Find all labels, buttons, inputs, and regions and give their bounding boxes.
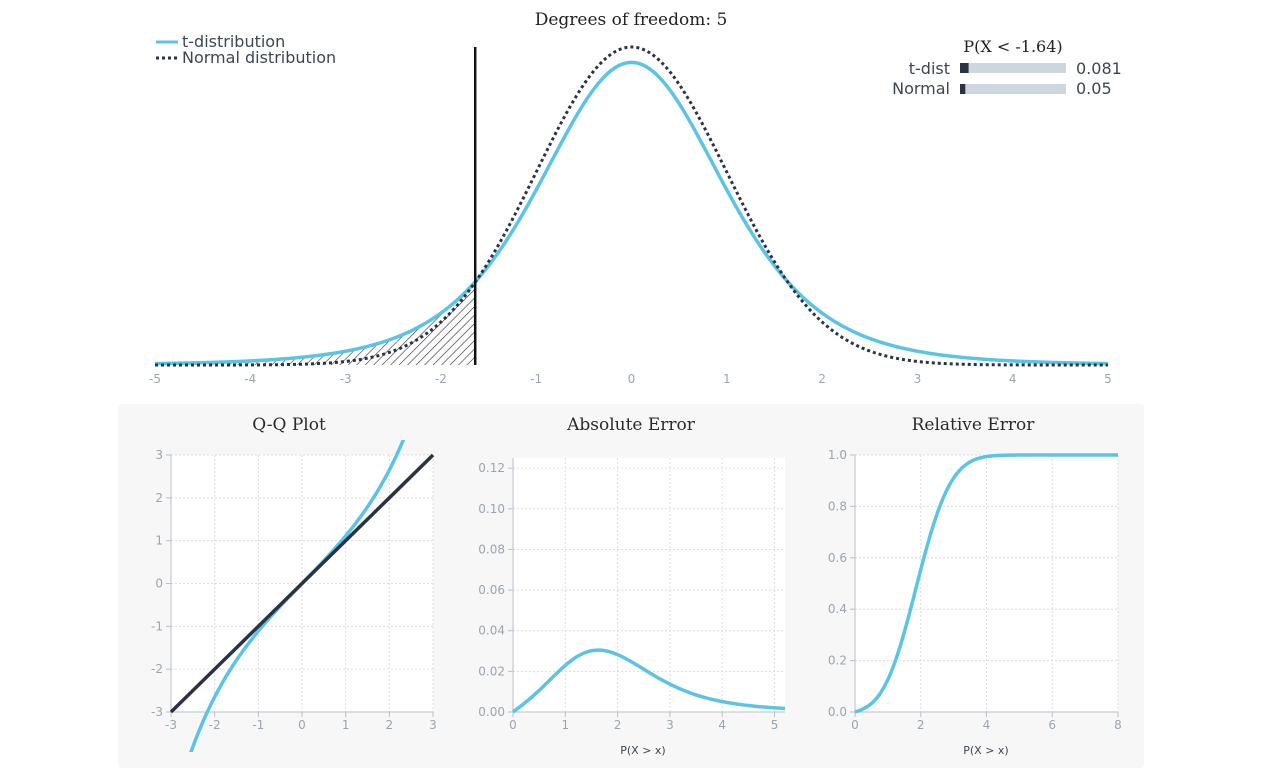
main-x-tick-label: 4 <box>1009 372 1017 386</box>
re-y-tick-label: 0.8 <box>828 499 847 513</box>
qq-x-tick-label: -3 <box>165 718 177 732</box>
prob-bar-normal-track <box>960 84 1066 94</box>
prob-bar-t-dist-fill <box>960 63 969 73</box>
prob-bar-normal-fill <box>960 84 966 94</box>
ae-x-tick-label: 4 <box>718 718 726 732</box>
re-x-tick-label: 4 <box>983 718 991 732</box>
main-chart: Degrees of freedom: 5 -5 -4 -3 -2 -1 0 1 2 3 4 5 t… <box>149 10 1122 386</box>
hatched-tail-region <box>155 281 476 365</box>
prob-row-t-dist-label: t-dist <box>909 59 950 78</box>
ae-x-tick-label: 0 <box>509 718 517 732</box>
re-y-tick-label: 0.6 <box>828 551 847 565</box>
main-x-tick-label: 5 <box>1104 372 1112 386</box>
ae-y-tick-label: 0.06 <box>478 583 505 597</box>
absolute-error-title: Absolute Error <box>566 415 696 435</box>
absolute-error-line <box>511 648 786 714</box>
t-distribution-curve <box>154 60 1109 366</box>
prob-bar-t-dist-track <box>960 63 1066 73</box>
qq-plot-curves <box>169 440 435 752</box>
relative-error-panel: Relative Error 0 2 4 6 8 0.0 0.2 0.4 0.6 0.8 1.0 P… <box>828 415 1122 757</box>
main-x-axis: -5 -4 -3 -2 -1 0 1 2 3 4 5 <box>149 372 1112 386</box>
qq-y-tick-label: 0 <box>155 577 163 591</box>
prob-row-t-dist-value: 0.081 <box>1076 59 1122 78</box>
hatched-tail-area <box>155 281 476 365</box>
relative-error-grid <box>854 454 1119 713</box>
main-curves <box>154 45 1109 367</box>
main-x-tick-label: -5 <box>149 372 161 386</box>
re-x-tick-label: 0 <box>851 718 859 732</box>
legend-t-distribution-label: t-distribution <box>182 32 285 51</box>
absolute-error-panel: Absolute Error 0 1 2 3 4 5 0.00 0.02 0.04 0.06 0.0… <box>478 415 786 757</box>
ae-x-tick-label: 1 <box>561 718 569 732</box>
ae-y-tick-label: 0.10 <box>478 502 505 516</box>
qq-plot-title: Q-Q Plot <box>252 415 326 435</box>
ae-y-tick-label: 0.12 <box>478 461 505 475</box>
qq-y-tick-label: 1 <box>155 534 163 548</box>
probability-box: P(X < -1.64) t-dist 0.081 Normal 0.05 <box>892 37 1122 98</box>
main-x-tick-label: -1 <box>530 372 542 386</box>
absolute-error-axes: 0 1 2 3 4 5 0.00 0.02 0.04 0.06 0.08 0.10 0.12 <box>478 458 785 732</box>
main-x-tick-label: -3 <box>340 372 352 386</box>
relative-error-line <box>854 453 1118 714</box>
qq-y-tick-label: 2 <box>155 491 163 505</box>
qq-plot-axes: -3 -2 -1 0 1 2 3 -3 -2 -1 0 1 2 3 <box>151 448 437 732</box>
re-y-tick-label: 0.0 <box>828 705 847 719</box>
qq-y-tick-label: -1 <box>151 619 163 633</box>
ae-y-tick-label: 0.00 <box>478 705 505 719</box>
ae-y-tick-label: 0.04 <box>478 624 505 638</box>
re-x-tick-label: 2 <box>917 718 925 732</box>
ae-y-tick-label: 0.08 <box>478 542 505 556</box>
qq-x-tick-label: -2 <box>209 718 221 732</box>
main-x-tick-label: 0 <box>628 372 636 386</box>
re-y-tick-label: 0.2 <box>828 654 847 668</box>
qq-x-tick-label: 0 <box>298 718 306 732</box>
relative-error-xlabel: P(X > x) <box>963 744 1008 757</box>
absolute-error-xlabel: P(X > x) <box>620 744 665 757</box>
probability-box-title: P(X < -1.64) <box>963 37 1062 56</box>
re-y-tick-label: 1.0 <box>828 448 847 462</box>
main-x-tick-label: -4 <box>244 372 256 386</box>
qq-x-tick-label: 3 <box>429 718 437 732</box>
relative-error-axes: 0 2 4 6 8 0.0 0.2 0.4 0.6 0.8 1.0 <box>828 448 1122 732</box>
qq-plot-panel: Q-Q Plot -3 -2 -1 0 1 2 3 -3 -2 -1 0 1 2 3 <box>151 415 437 752</box>
qq-y-tick-label: -3 <box>151 705 163 719</box>
relative-error-title: Relative Error <box>912 415 1036 435</box>
ae-x-tick-label: 2 <box>614 718 622 732</box>
main-x-tick-label: 3 <box>914 372 922 386</box>
re-x-tick-label: 6 <box>1048 718 1056 732</box>
qq-x-tick-label: -1 <box>252 718 264 732</box>
re-x-tick-label: 8 <box>1114 718 1122 732</box>
qq-y-tick-label: -2 <box>151 662 163 676</box>
qq-x-tick-label: 2 <box>386 718 394 732</box>
ae-y-tick-label: 0.02 <box>478 664 505 678</box>
main-x-tick-label: -2 <box>435 372 447 386</box>
ae-x-tick-label: 5 <box>771 718 779 732</box>
ae-x-tick-label: 3 <box>666 718 674 732</box>
relative-error-curve <box>854 453 1118 714</box>
main-x-tick-label: 2 <box>818 372 826 386</box>
qq-x-tick-label: 1 <box>342 718 350 732</box>
qq-reference-line <box>169 453 435 714</box>
qq-y-tick-label: 3 <box>155 448 163 462</box>
absolute-error-curve <box>511 648 786 714</box>
legend-normal-distribution-label: Normal distribution <box>182 48 336 67</box>
re-y-tick-label: 0.4 <box>828 602 847 616</box>
main-x-tick-label: 1 <box>723 372 731 386</box>
prob-row-normal-label: Normal <box>892 79 950 98</box>
main-chart-title: Degrees of freedom: 5 <box>535 10 728 30</box>
main-legend: t-distribution Normal distribution <box>156 32 336 67</box>
normal-distribution-curve <box>155 45 1108 367</box>
prob-row-normal-value: 0.05 <box>1076 79 1112 98</box>
